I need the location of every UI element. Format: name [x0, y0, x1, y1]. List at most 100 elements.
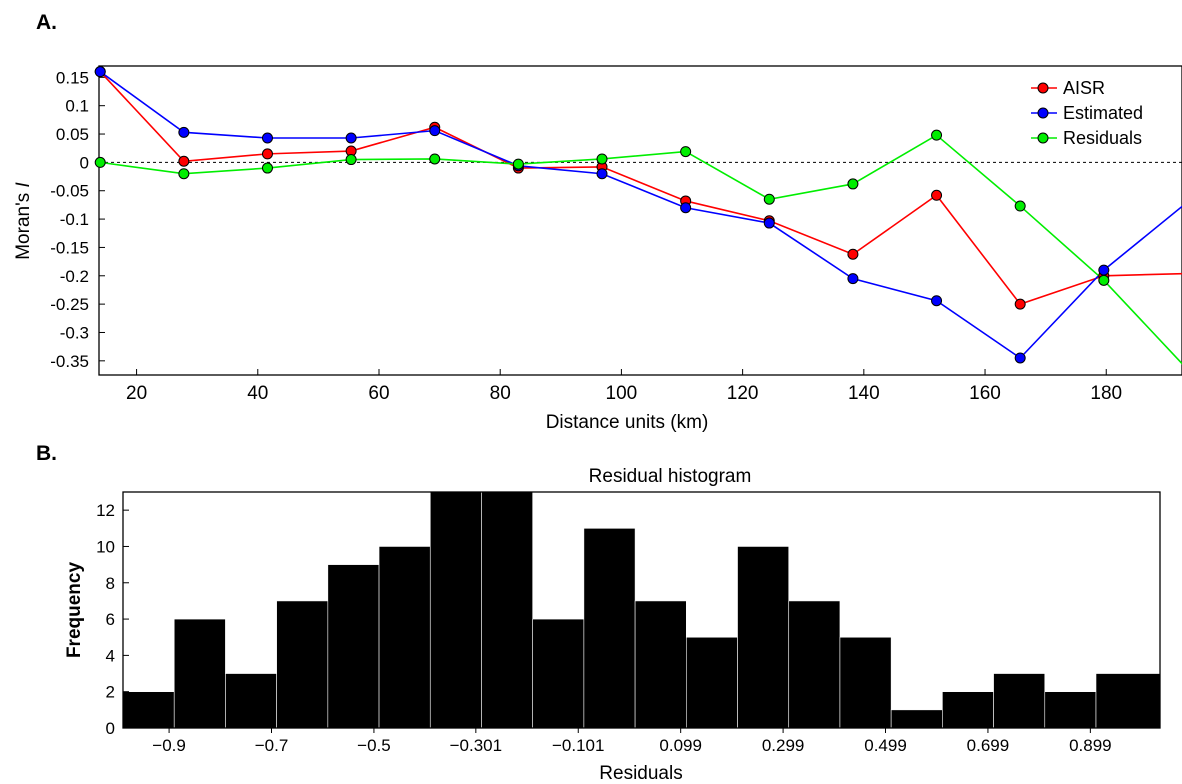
y-tick-label-a: 0.15: [56, 68, 89, 87]
y-tick-label-a: 0: [80, 153, 89, 172]
data-point-residuals: [512, 158, 524, 170]
histogram-bar: [276, 600, 329, 729]
y-tick-label-a: -0.25: [50, 295, 89, 314]
y-tick-label-a: -0.05: [50, 182, 89, 201]
data-point-estimated: [680, 202, 692, 214]
x-tick-label-b: 0.099: [659, 736, 702, 755]
x-tick-label-b: 0.499: [864, 736, 907, 755]
x-tick-label-b: −0.5: [357, 736, 391, 755]
histogram-bar: [942, 691, 994, 729]
residual-histogram: Residual histogram 0 2 4 6 8 10 12 −0.9 −0.7 −0.…: [64, 466, 1161, 784]
data-point-residuals: [596, 153, 608, 165]
legend-marker: [1037, 82, 1049, 94]
histogram-bar: [583, 528, 636, 729]
histogram-bar: [122, 691, 175, 729]
histogram-bar: [481, 491, 533, 729]
histogram-bar: [532, 618, 585, 729]
data-point-estimated: [178, 126, 190, 138]
histogram-bar: [378, 546, 431, 729]
x-tick-label-a: 180: [1090, 383, 1122, 404]
data-point-estimated: [596, 168, 608, 180]
x-tick-label-b: −0.301: [450, 736, 502, 755]
y-tick-label-b: 0: [106, 719, 115, 738]
x-tick-label-a: 20: [126, 383, 147, 404]
x-tick-label-a: 160: [969, 383, 1001, 404]
series-line-aisr: [99, 71, 1182, 306]
legend-label: Estimated: [1063, 103, 1143, 123]
x-tick-label-a: 40: [247, 383, 268, 404]
y-axis-label-a-italic: I: [13, 182, 34, 188]
y-axis-label-b: Frequency: [64, 562, 85, 659]
panel-b-label: B.: [36, 442, 57, 465]
y-axis-label-a-main: Moran's: [13, 188, 34, 260]
series-line-estimated: [99, 71, 1182, 360]
data-point-estimated: [931, 295, 943, 307]
legend-marker: [1037, 132, 1049, 144]
x-tick-label-b: 0.899: [1069, 736, 1112, 755]
legend-label: AISR: [1063, 78, 1105, 98]
data-point-residuals: [763, 193, 775, 205]
y-tick-label-b: 10: [96, 537, 115, 556]
x-tick-label-a: 80: [490, 383, 511, 404]
histogram-bar: [737, 546, 790, 729]
data-point-estimated: [763, 217, 775, 229]
data-point-residuals: [94, 156, 106, 168]
data-point-residuals: [931, 129, 943, 141]
histogram-bar: [839, 636, 892, 729]
data-point-residuals: [1014, 200, 1026, 212]
x-tick-label-a: 140: [848, 383, 880, 404]
data-point-residuals: [261, 162, 273, 174]
legend-marker: [1037, 107, 1049, 119]
histogram-bar: [429, 491, 482, 729]
legend-label: Residuals: [1063, 128, 1142, 148]
data-point-estimated: [1014, 352, 1026, 364]
histogram-bar: [1095, 673, 1161, 729]
histogram-bar: [1044, 691, 1097, 729]
histogram-bar: [634, 600, 687, 729]
data-point-estimated: [429, 125, 441, 137]
panel-a-label: A.: [36, 11, 57, 34]
y-tick-label-a: -0.1: [60, 210, 89, 229]
x-tick-label-a: 60: [368, 383, 389, 404]
y-tick-label-b: 4: [106, 646, 115, 665]
y-tick-label-b: 12: [96, 501, 115, 520]
data-point-aisr: [931, 189, 943, 201]
histogram-title: Residual histogram: [589, 466, 752, 487]
data-point-estimated: [261, 132, 273, 144]
data-point-aisr: [178, 155, 190, 167]
data-point-estimated: [1098, 264, 1110, 276]
histogram-bar: [225, 673, 277, 729]
y-tick-label-a: -0.35: [50, 352, 89, 371]
x-tick-label-b: −0.9: [152, 736, 186, 755]
histogram-bar: [327, 564, 380, 729]
plot-b-frame: [122, 491, 1161, 729]
y-axis-label-a: Moran's I: [13, 182, 34, 260]
y-tick-label-b: 8: [106, 574, 115, 593]
x-tick-label-b: −0.7: [255, 736, 289, 755]
histogram-bar: [890, 709, 943, 729]
x-axis-label-b: Residuals: [599, 763, 682, 784]
x-axis-label-a: Distance units (km): [546, 412, 709, 433]
data-point-aisr: [261, 148, 273, 160]
plot-a-frame: [98, 65, 1182, 376]
y-tick-label-a: -0.3: [60, 323, 89, 342]
data-point-residuals: [178, 168, 190, 180]
histogram-bar: [173, 618, 226, 729]
data-point-estimated: [345, 132, 357, 144]
x-tick-label-b: 0.699: [967, 736, 1010, 755]
x-tick-label-b: 0.299: [762, 736, 805, 755]
y-tick-label-b: 2: [106, 683, 115, 702]
y-tick-label-a: 0.05: [56, 125, 89, 144]
histogram-bar: [788, 600, 841, 729]
x-tick-label-a: 100: [606, 383, 638, 404]
y-tick-label-a: -0.15: [50, 238, 89, 257]
data-point-estimated: [94, 66, 106, 78]
y-tick-label-b: 6: [106, 610, 115, 629]
data-point-residuals: [345, 154, 357, 166]
data-point-estimated: [847, 273, 859, 285]
data-point-aisr: [1014, 298, 1026, 310]
histogram-bar: [993, 673, 1046, 729]
legend: AISR Estimated Residuals: [1031, 78, 1143, 148]
x-tick-label-a: 120: [727, 383, 759, 404]
